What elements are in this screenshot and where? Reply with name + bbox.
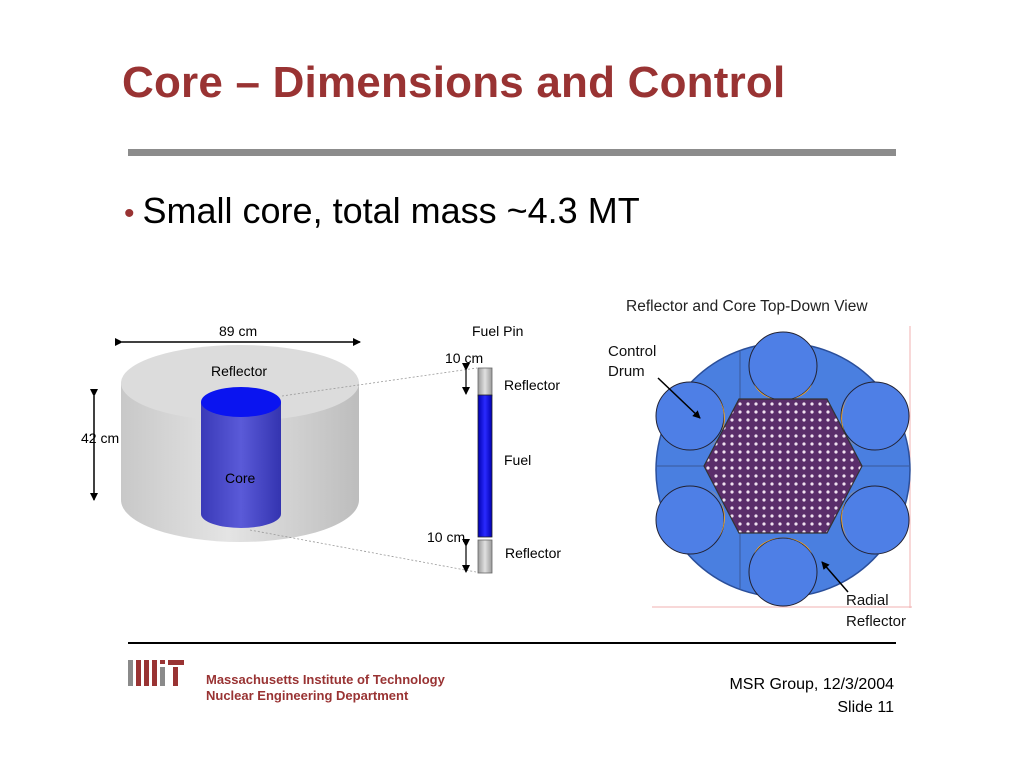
pin-top-reflector [477,367,493,397]
width-label: 89 cm [219,323,258,339]
bullet-icon: • [124,197,135,230]
radial-reflector-label-line2: Reflector [846,613,907,630]
pin-bottom-reflector-label: Reflector [505,545,562,561]
slide-number: Slide 11 [837,699,894,716]
fuel-pin-title: Fuel Pin [472,323,524,339]
pin-fuel-section [477,394,493,538]
radial-reflector-pointer [821,561,849,593]
core-cylinder-top [201,387,281,417]
group-date: MSR Group, 12/3/2004 [729,676,894,693]
hexagonal-core [703,398,863,534]
footer-info: MSR Group, 12/3/2004 Slide 11 [729,673,894,719]
bullet-text: Small core, total mass ~4.3 MT [142,190,640,231]
core-label: Core [225,470,256,486]
pin-bottom-reflector [477,539,493,574]
fuel-pin-diagram [462,363,493,574]
mit-logo [128,660,184,686]
pin-bottom-dimension: 10 cm [427,529,466,545]
institute-line1: Massachusetts Institute of Technology [206,672,445,687]
control-drum-label-line2: Drum [608,363,645,380]
core-cylinder-body [201,402,281,528]
slide-title: Core – Dimensions and Control [122,58,786,107]
pin-top-dimension: 10 cm [445,350,484,366]
control-drum-label-line1: Control [608,343,657,360]
control-drum-pointer [657,377,701,419]
radial-reflector-label-line1: Radial [846,592,889,609]
title-divider [128,149,896,156]
height-label: 42 cm [81,430,120,446]
radial-reflector-label: Radial Reflector [846,590,906,632]
bullet-item: • Small core, total mass ~4.3 MT [124,190,640,232]
institute-name: Massachusetts Institute of Technology Nu… [206,672,445,704]
leader-top [281,367,478,397]
figure-canvas [90,326,912,608]
reactor-cylinder-diagram [90,338,478,573]
pin-fuel-label: Fuel [504,452,532,468]
top-view-title: Reflector and Core Top-Down View [626,298,868,315]
footer-divider [128,642,896,644]
control-drum-label: Control Drum [608,342,656,382]
institute-line2: Nuclear Engineering Department [206,688,409,703]
reflector-label: Reflector [211,363,268,379]
reflector-cylinder-top [121,345,359,421]
control-drums [655,331,910,607]
top-down-view [652,326,912,608]
pin-top-reflector-label: Reflector [504,377,561,393]
